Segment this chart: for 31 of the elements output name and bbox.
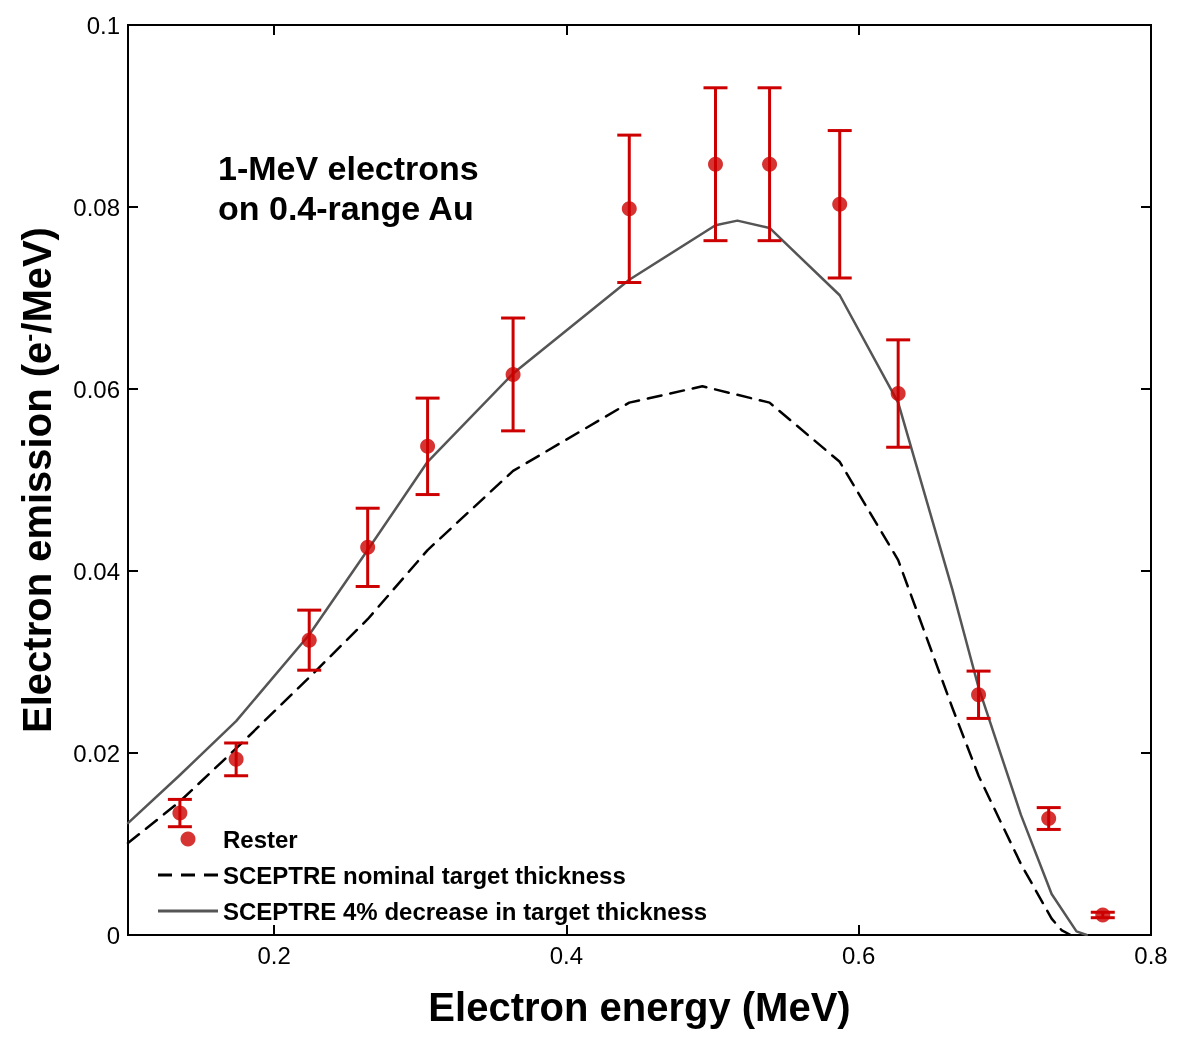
y-tick-label: 0.04	[73, 557, 120, 585]
y-tick-label: 0.06	[73, 375, 120, 403]
y-tick-label: 0.08	[73, 193, 120, 221]
annotation: 1-MeV electrons on 0.4-range Au	[218, 149, 479, 227]
point	[228, 751, 244, 767]
point	[971, 687, 987, 703]
point	[762, 156, 778, 172]
x-tick-label: 0.4	[549, 941, 584, 969]
point	[505, 366, 521, 382]
legend-label: SCEPTRE nominal target thickness	[223, 861, 626, 889]
point	[1095, 907, 1111, 923]
x-tick-label: 0.6	[842, 941, 876, 969]
y-axis-title: Electron emission (e-/MeV)	[14, 227, 59, 733]
line-series	[126, 385, 1072, 937]
legend-label: SCEPTRE 4% decrease in target thickness	[223, 897, 708, 925]
point	[708, 156, 723, 172]
x-axis-title: Electron energy (MeV)	[428, 985, 851, 1029]
y-tick-label: 0	[106, 921, 120, 949]
point	[360, 539, 376, 555]
point	[172, 805, 188, 821]
point	[621, 201, 637, 217]
point	[1041, 811, 1057, 827]
y-tick-label: 0.02	[73, 739, 120, 767]
legend-label: Rester	[223, 825, 298, 853]
point	[890, 386, 906, 402]
y-tick-label: 0.1	[86, 11, 120, 39]
point	[301, 632, 317, 648]
x-tick-label: 0.8	[1134, 941, 1168, 969]
point	[420, 438, 436, 454]
x-tick-label: 0.2	[257, 941, 291, 969]
point	[832, 196, 848, 212]
